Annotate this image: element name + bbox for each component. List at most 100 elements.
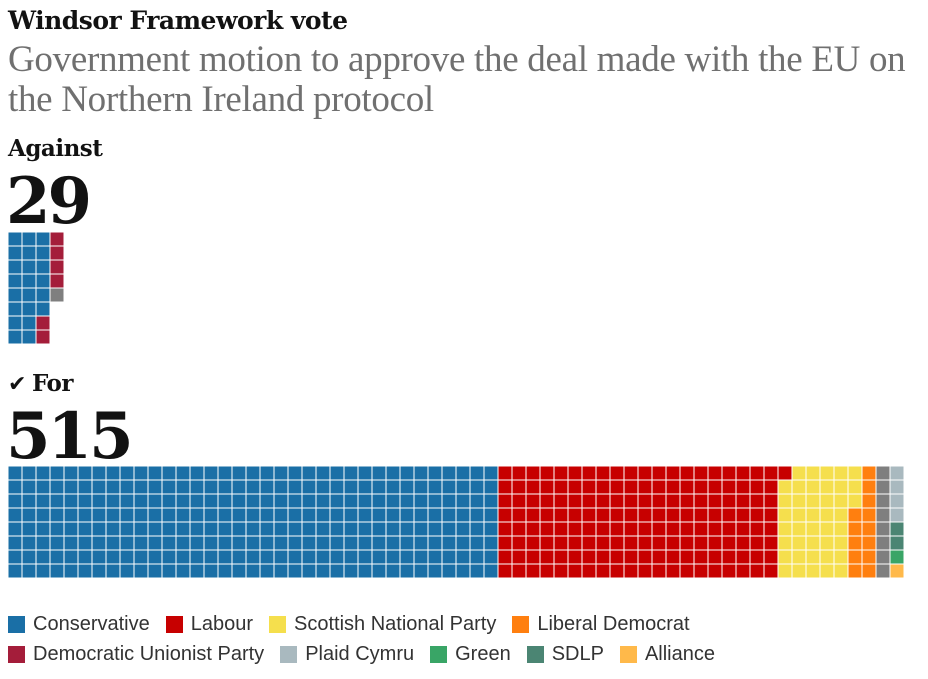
seat-scottish-national-party (819, 535, 835, 551)
seat-conservative (7, 231, 23, 247)
seat-labour (567, 563, 583, 579)
seat-conservative (49, 535, 65, 551)
seat-labour (651, 507, 667, 523)
seat-labour (595, 563, 611, 579)
seat-labour (735, 535, 751, 551)
seat-labour (623, 549, 639, 565)
seat-conservative (371, 521, 387, 537)
seat-conservative (133, 479, 149, 495)
seat-conservative (175, 465, 191, 481)
legend-row: Conservative Labour Scottish National Part… (8, 609, 908, 639)
seat-conservative (35, 231, 51, 247)
seat-labour (581, 493, 597, 509)
seat-labour (721, 549, 737, 565)
seat-conservative (259, 507, 275, 523)
seat-conservative (203, 535, 219, 551)
seat-conservative (385, 465, 401, 481)
seat-conservative (259, 493, 275, 509)
seat-conservative (133, 507, 149, 523)
seat-conservative (7, 259, 23, 275)
seat-independent (49, 287, 65, 303)
seat-conservative (49, 507, 65, 523)
seat-labour (763, 465, 779, 481)
seat-labour (567, 549, 583, 565)
seat-labour (679, 549, 695, 565)
seat-conservative (343, 549, 359, 565)
seat-labour (637, 535, 653, 551)
seat-conservative (217, 535, 233, 551)
seat-independent (875, 563, 891, 579)
seat-conservative (105, 549, 121, 565)
seat-conservative (315, 549, 331, 565)
seat-labour (609, 465, 625, 481)
seat-labour (637, 465, 653, 481)
seat-conservative (259, 563, 275, 579)
seat-conservative (105, 535, 121, 551)
seat-labour (595, 535, 611, 551)
seat-conservative (329, 465, 345, 481)
seat-conservative (287, 521, 303, 537)
seat-liberal-democrat (861, 549, 877, 565)
seat-plaid-cymru (889, 507, 905, 523)
seat-labour (763, 493, 779, 509)
seat-conservative (469, 465, 485, 481)
seat-labour (623, 535, 639, 551)
seat-conservative (469, 521, 485, 537)
seat-conservative (203, 521, 219, 537)
seat-conservative (287, 549, 303, 565)
seat-scottish-national-party (833, 535, 849, 551)
seat-conservative (175, 549, 191, 565)
seat-scottish-national-party (819, 465, 835, 481)
seat-labour (567, 465, 583, 481)
seat-labour (749, 493, 765, 509)
seat-labour (693, 465, 709, 481)
seat-conservative (455, 521, 471, 537)
seat-conservative (105, 521, 121, 537)
seat-labour (609, 479, 625, 495)
seat-scottish-national-party (777, 493, 793, 509)
seat-conservative (301, 479, 317, 495)
seat-conservative (7, 535, 23, 551)
seat-labour (539, 535, 555, 551)
seat-conservative (63, 535, 79, 551)
seat-conservative (189, 521, 205, 537)
seat-conservative (21, 549, 37, 565)
against-label-text: Against (8, 135, 103, 162)
seat-labour (623, 465, 639, 481)
seat-labour (707, 465, 723, 481)
seat-conservative (119, 535, 135, 551)
seat-conservative (161, 465, 177, 481)
legend-swatch (165, 615, 183, 633)
seat-conservative (273, 563, 289, 579)
legend-item-conservative: Conservative (8, 613, 150, 636)
seat-conservative (35, 507, 51, 523)
seat-conservative (427, 535, 443, 551)
seat-labour (749, 465, 765, 481)
seat-conservative (273, 465, 289, 481)
seat-conservative (259, 535, 275, 551)
seat-labour (525, 535, 541, 551)
seat-conservative (483, 479, 499, 495)
chart-subtitle: Government motion to approve the deal ma… (8, 39, 906, 120)
seat-labour (497, 479, 513, 495)
seat-scottish-national-party (819, 507, 835, 523)
seat-labour (693, 479, 709, 495)
seat-conservative (231, 507, 247, 523)
seat-conservative (35, 465, 51, 481)
seat-labour (539, 563, 555, 579)
seat-conservative (455, 549, 471, 565)
seat-labour (609, 535, 625, 551)
seat-labour (735, 465, 751, 481)
seat-labour (595, 521, 611, 537)
seat-liberal-democrat (847, 549, 863, 565)
seat-conservative (63, 465, 79, 481)
seat-scottish-national-party (777, 479, 793, 495)
seat-liberal-democrat (847, 535, 863, 551)
seat-conservative (189, 507, 205, 523)
seat-conservative (245, 465, 261, 481)
seat-scottish-national-party (833, 507, 849, 523)
seat-labour (749, 535, 765, 551)
seat-conservative (287, 535, 303, 551)
seat-conservative (469, 535, 485, 551)
seat-liberal-democrat (861, 535, 877, 551)
